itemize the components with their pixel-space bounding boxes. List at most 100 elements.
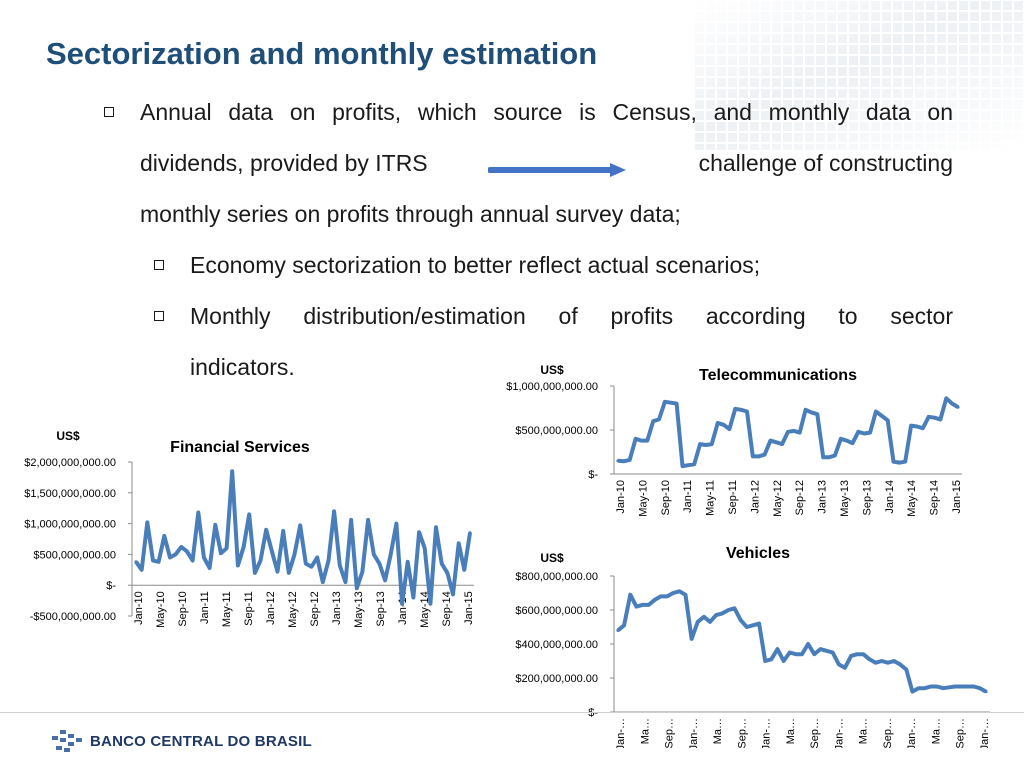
data-point bbox=[349, 518, 353, 522]
data-point bbox=[714, 613, 718, 617]
chart-title: Financial Services bbox=[170, 439, 310, 456]
x-tick-label: Ma… bbox=[930, 718, 942, 744]
data-point bbox=[898, 662, 902, 666]
arrow-right-icon bbox=[488, 163, 626, 177]
data-point bbox=[411, 595, 415, 600]
y-tick-label: $1,000,000,000.00 bbox=[506, 381, 598, 393]
x-tick-label: Sep… bbox=[664, 718, 676, 748]
data-point bbox=[800, 652, 804, 656]
data-series-line bbox=[616, 589, 987, 694]
x-tick-label: Jan-… bbox=[761, 718, 773, 748]
data-point bbox=[751, 454, 755, 458]
data-point bbox=[406, 560, 410, 564]
data-point bbox=[445, 571, 449, 575]
x-tick-label: May-11 bbox=[221, 591, 233, 627]
data-point bbox=[639, 439, 643, 443]
x-tick-label: Ma… bbox=[785, 718, 797, 744]
data-point bbox=[355, 586, 359, 590]
data-point bbox=[732, 606, 737, 610]
data-point bbox=[757, 622, 761, 626]
data-point bbox=[978, 686, 982, 690]
data-point bbox=[929, 684, 933, 689]
data-point bbox=[910, 690, 914, 694]
data-point bbox=[168, 555, 172, 560]
x-tick-label: Sep… bbox=[955, 718, 967, 748]
x-tick-label: Jan-10 bbox=[133, 591, 145, 625]
data-point bbox=[704, 443, 708, 447]
x-tick-label: Jan-13 bbox=[331, 591, 343, 625]
data-point bbox=[634, 437, 638, 441]
data-point bbox=[721, 423, 726, 427]
x-tick-label: Jan-… bbox=[906, 718, 918, 748]
data-point bbox=[950, 402, 954, 406]
data-point bbox=[966, 684, 970, 689]
bullet-annual-data: Annual data on profits, which source is … bbox=[104, 87, 953, 240]
data-point bbox=[292, 552, 297, 556]
bullet-line: Annual data on profits, which source is … bbox=[140, 99, 953, 125]
data-point bbox=[298, 523, 302, 527]
footer-divider bbox=[0, 712, 1024, 713]
x-tick-label: Sep-11 bbox=[727, 480, 739, 515]
vehicles-chart: Vehicles US$ $- $200,000,000.00 $400,000,000… bbox=[490, 540, 1000, 748]
data-point bbox=[726, 608, 730, 612]
data-point bbox=[213, 523, 217, 527]
page-title: Sectorization and monthly estimation bbox=[46, 36, 598, 71]
data-point bbox=[275, 570, 280, 574]
data-point bbox=[874, 661, 878, 665]
data-point bbox=[909, 424, 913, 428]
bullet-line: Monthly distribution/estimation of profi… bbox=[190, 291, 953, 342]
data-point bbox=[440, 562, 444, 566]
data-point bbox=[837, 662, 841, 666]
data-point bbox=[179, 545, 183, 549]
data-point bbox=[253, 571, 257, 575]
financial-services-plot: Financial Services US$ -$500,000,000.00 $- $… bbox=[24, 429, 475, 628]
data-point bbox=[716, 421, 720, 425]
data-point bbox=[281, 529, 285, 533]
data-point bbox=[326, 559, 331, 563]
bullet-text: dividends, provided by ITRS bbox=[140, 150, 428, 176]
data-point bbox=[768, 439, 772, 443]
financial-services-chart: Financial Services US$ -$500,000,000.00 $- $… bbox=[0, 420, 480, 652]
x-tick-label: Sep-13 bbox=[375, 591, 387, 626]
data-point bbox=[833, 453, 837, 458]
data-point bbox=[941, 686, 945, 690]
data-point bbox=[657, 417, 661, 421]
data-point bbox=[892, 659, 896, 663]
data-point bbox=[751, 623, 755, 627]
data-point bbox=[622, 459, 626, 463]
data-point bbox=[377, 562, 381, 566]
data-point bbox=[959, 684, 964, 689]
y-tick-label: $1,500,000,000.00 bbox=[24, 488, 116, 500]
data-point bbox=[683, 593, 688, 597]
x-tick-label: Sep-14 bbox=[929, 480, 941, 515]
data-point bbox=[428, 602, 432, 606]
x-tick-label: Sep-12 bbox=[794, 480, 806, 515]
data-point bbox=[850, 441, 855, 445]
data-point bbox=[389, 552, 393, 556]
x-tick-label: Sep-10 bbox=[660, 480, 672, 515]
data-point bbox=[880, 659, 884, 663]
data-point bbox=[886, 418, 890, 422]
x-tick-label: May-13 bbox=[839, 480, 851, 517]
data-point bbox=[675, 402, 679, 406]
bullet-line: indicators. bbox=[190, 354, 295, 380]
data-point bbox=[423, 546, 427, 550]
data-point bbox=[321, 580, 325, 584]
x-tick-label: May-12 bbox=[287, 591, 299, 628]
data-point bbox=[417, 530, 421, 534]
data-point bbox=[720, 611, 724, 615]
data-point bbox=[698, 442, 702, 446]
data-point bbox=[874, 409, 878, 414]
x-tick-label: May-14 bbox=[419, 591, 431, 628]
x-tick-label: Sep-12 bbox=[309, 591, 321, 626]
data-point bbox=[640, 603, 645, 607]
bullet-word: distribution/estimation bbox=[303, 303, 526, 329]
decorative-mosaic bbox=[694, 0, 1024, 150]
bullet-text: challenge of constructing bbox=[698, 150, 953, 176]
data-point bbox=[757, 454, 761, 458]
data-point bbox=[812, 652, 816, 656]
data-point bbox=[690, 637, 694, 641]
bullet-word: to bbox=[838, 303, 858, 329]
x-tick-label: Jan-… bbox=[979, 718, 991, 748]
data-point bbox=[338, 563, 342, 568]
